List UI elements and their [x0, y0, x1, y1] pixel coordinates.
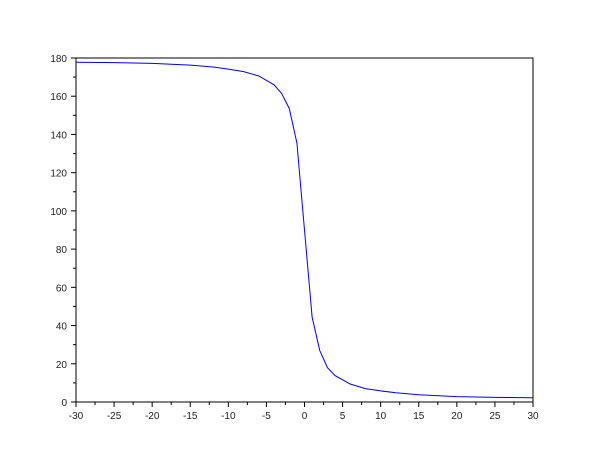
y-tick-label: 140 [50, 130, 67, 141]
y-tick-label: 120 [50, 169, 67, 180]
x-tick-label: -10 [221, 411, 236, 422]
y-tick-label: 160 [50, 92, 67, 103]
x-tick-label: -30 [69, 411, 84, 422]
x-tick-label: 30 [527, 411, 539, 422]
y-tick-label: 100 [50, 207, 67, 218]
y-tick-label: 20 [56, 360, 68, 371]
y-tick-label: 80 [56, 245, 68, 256]
x-tick-label: 25 [489, 411, 501, 422]
x-tick-label: 5 [340, 411, 346, 422]
x-tick-label: -20 [145, 411, 160, 422]
y-tick-label: 0 [61, 398, 67, 409]
y-tick-label: 180 [50, 54, 67, 65]
y-tick-label: 40 [56, 322, 68, 333]
x-tick-label: 15 [413, 411, 425, 422]
x-tick-label: -25 [107, 411, 122, 422]
plot-frame [75, 57, 534, 403]
x-tick-label: -15 [183, 411, 198, 422]
x-tick-label: 10 [375, 411, 387, 422]
x-tick-label: 0 [302, 411, 308, 422]
x-tick-label: 20 [451, 411, 463, 422]
x-tick-label: -5 [262, 411, 271, 422]
data-series-line [75, 61, 534, 399]
y-tick-label: 60 [56, 283, 68, 294]
